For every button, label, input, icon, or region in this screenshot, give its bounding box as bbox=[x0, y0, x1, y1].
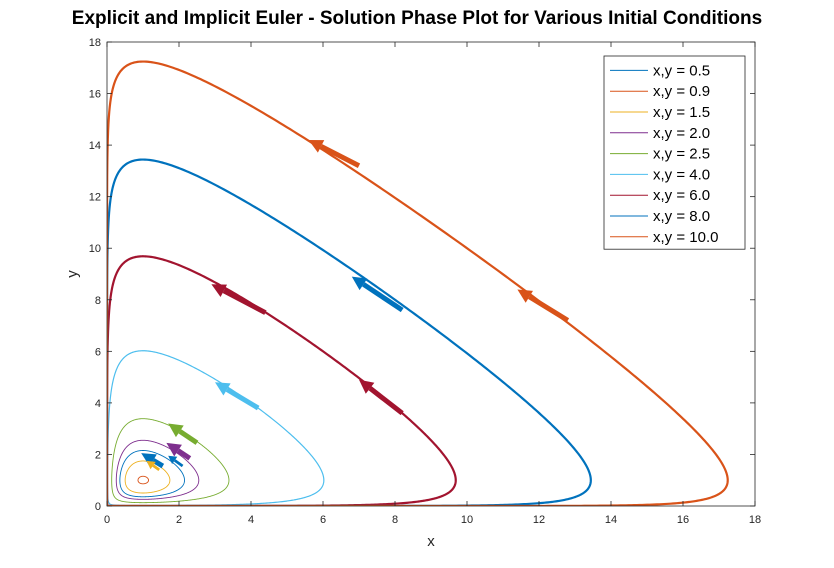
arrow-head bbox=[166, 442, 182, 457]
series-line-5 bbox=[107, 350, 325, 506]
legend-label-1: x,y = 0.9 bbox=[653, 83, 710, 100]
legend: x,y = 0.5 x,y = 0.9 x,y = 1.5 x,y = 2.0 x,y … bbox=[603, 55, 746, 250]
y-tick-label-1: 2 bbox=[95, 449, 101, 461]
direction-arrow-7 bbox=[166, 442, 192, 461]
chart-title: Explicit and Implicit Euler - Solution P… bbox=[71, 8, 763, 29]
direction-arrow-0 bbox=[308, 139, 361, 168]
series-line-4 bbox=[111, 418, 230, 504]
x-tick-label-7: 14 bbox=[605, 514, 617, 526]
y-tick-label-4: 8 bbox=[95, 295, 101, 307]
series-line-8 bbox=[107, 60, 729, 506]
series-line-2 bbox=[124, 460, 171, 494]
direction-arrow-3 bbox=[211, 284, 267, 315]
legend-label-2: x,y = 1.5 bbox=[653, 104, 710, 121]
series-line-3 bbox=[115, 439, 200, 500]
arrow-head bbox=[351, 276, 368, 291]
x-tick-label-0: 0 bbox=[104, 514, 110, 526]
legend-label-0: x,y = 0.5 bbox=[653, 62, 710, 79]
x-tick-label-3: 6 bbox=[320, 514, 326, 526]
legend-label-7: x,y = 8.0 bbox=[653, 208, 710, 225]
x-tick-label-6: 12 bbox=[533, 514, 545, 526]
y-tick-label-0: 0 bbox=[95, 501, 101, 513]
arrow-shaft bbox=[528, 294, 570, 323]
series-line-1 bbox=[137, 475, 149, 485]
axes: 0 2 4 6 8 10 12 14 16 18 0 2 4 6 8 10 12 14 16 18 x y bbox=[64, 37, 761, 550]
direction-arrow-9 bbox=[168, 455, 184, 468]
arrow-shaft bbox=[362, 282, 404, 313]
axes-box bbox=[106, 41, 756, 507]
series-line-0 bbox=[119, 450, 185, 498]
series-line-7 bbox=[107, 158, 592, 506]
arrow-head bbox=[168, 455, 178, 465]
y-tick-label-9: 18 bbox=[89, 37, 101, 49]
arrow-shaft bbox=[152, 464, 161, 472]
direction-arrow-4 bbox=[359, 379, 404, 416]
direction-arrow-1 bbox=[517, 289, 570, 323]
arrow-shaft bbox=[225, 387, 260, 411]
direction-arrow-6 bbox=[168, 423, 199, 445]
x-tick-label-2: 4 bbox=[248, 514, 254, 526]
arrow-shaft bbox=[222, 288, 267, 315]
arrow-shaft bbox=[176, 448, 192, 461]
legend-label-3: x,y = 2.0 bbox=[653, 125, 710, 142]
direction-arrows bbox=[141, 139, 570, 472]
x-tick-label-4: 8 bbox=[392, 514, 398, 526]
y-tick-label-7: 14 bbox=[89, 140, 101, 152]
arrow-head bbox=[168, 423, 184, 438]
y-tick-label-6: 12 bbox=[89, 192, 101, 204]
y-tick-label-3: 6 bbox=[95, 346, 101, 358]
x-tick-label-1: 2 bbox=[176, 514, 182, 526]
direction-arrow-5 bbox=[215, 382, 260, 411]
y-tick-label-2: 4 bbox=[95, 398, 101, 410]
y-tick-label-5: 10 bbox=[89, 243, 101, 255]
direction-arrow-10 bbox=[146, 460, 161, 472]
x-tick-label-5: 10 bbox=[461, 514, 473, 526]
arrow-shaft bbox=[319, 144, 361, 168]
arrow-head bbox=[517, 289, 533, 303]
x-axis-label: x bbox=[427, 533, 435, 550]
direction-arrow-2 bbox=[351, 276, 404, 313]
x-tick-label-8: 16 bbox=[677, 514, 689, 526]
arrow-head bbox=[141, 453, 157, 467]
y-tick-label-8: 16 bbox=[89, 89, 101, 101]
legend-box bbox=[603, 55, 746, 250]
legend-label-5: x,y = 4.0 bbox=[653, 166, 710, 183]
arrow-head bbox=[146, 460, 156, 470]
arrow-head bbox=[308, 139, 325, 153]
arrow-shaft bbox=[151, 458, 165, 469]
legend-label-4: x,y = 2.5 bbox=[653, 146, 710, 163]
direction-arrow-8 bbox=[141, 453, 165, 469]
arrow-head bbox=[359, 379, 375, 394]
x-tick-label-9: 18 bbox=[749, 514, 761, 526]
arrow-shaft bbox=[178, 429, 199, 445]
legend-label-8: x,y = 10.0 bbox=[653, 229, 718, 246]
arrow-shaft bbox=[173, 459, 184, 468]
arrow-head bbox=[215, 382, 231, 396]
arrow-shaft bbox=[368, 386, 404, 416]
legend-label-6: x,y = 6.0 bbox=[653, 187, 710, 204]
arrow-head bbox=[211, 284, 228, 298]
y-axis-label: y bbox=[64, 270, 81, 278]
